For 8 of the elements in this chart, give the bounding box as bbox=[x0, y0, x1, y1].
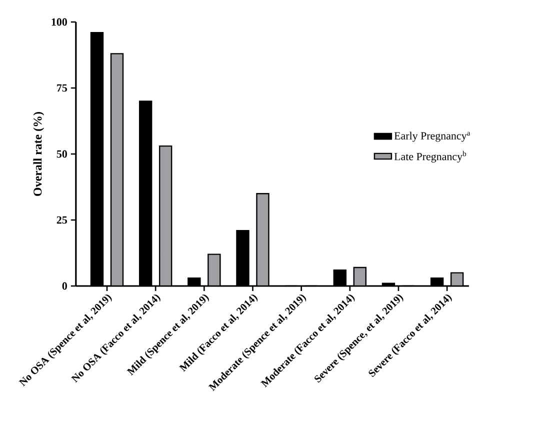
y-axis-title: Overall rate (%) bbox=[33, 112, 44, 196]
legend-label: Early Pregnancy$^{a}$ bbox=[394, 132, 470, 142]
y-tick-label: 25 bbox=[56, 216, 67, 224]
legend-label: Late Pregnancy$^{b}$ bbox=[394, 150, 466, 163]
y-tick-label: 100 bbox=[52, 18, 67, 26]
y-tick-label: 50 bbox=[56, 150, 67, 158]
y-tick-label: 0 bbox=[62, 282, 67, 290]
y-tick-label: 75 bbox=[57, 84, 67, 92]
